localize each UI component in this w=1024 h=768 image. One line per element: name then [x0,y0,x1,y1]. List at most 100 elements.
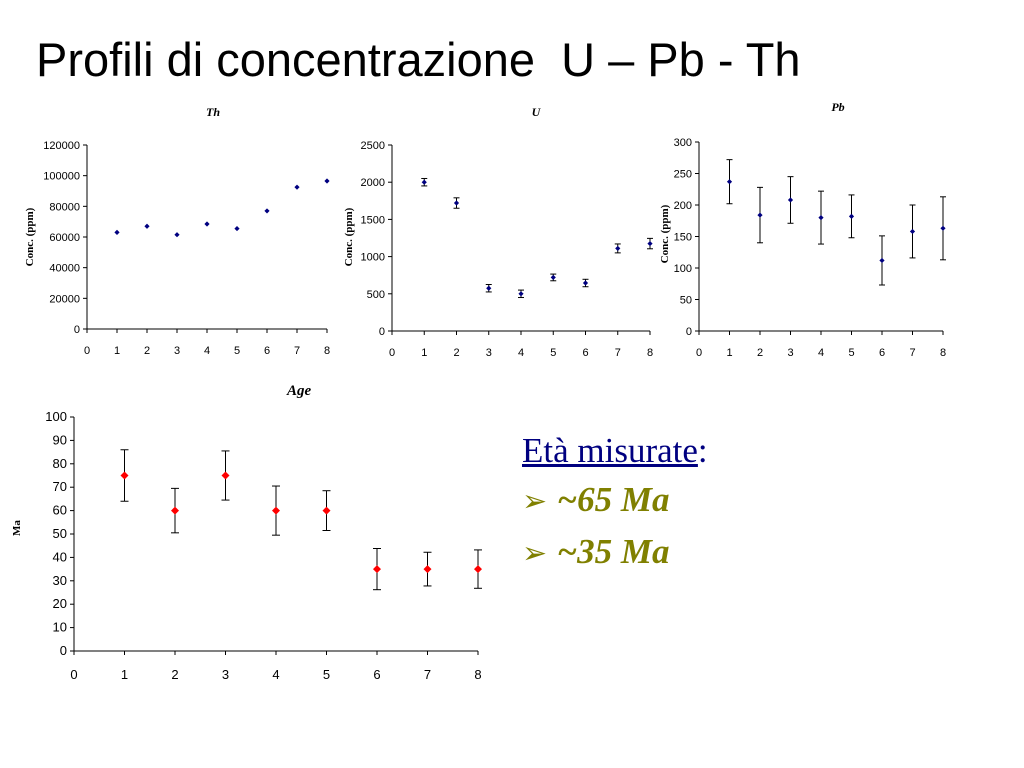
data-point [582,280,589,286]
x-tick-label: 7 [615,347,621,359]
data-point [848,213,855,219]
x-tick-label: 0 [70,667,77,682]
y-tick-label: 2500 [361,140,385,152]
data-point [423,565,432,574]
data-point [909,228,916,235]
x-tick-label: 8 [940,347,946,359]
data-point [144,223,150,229]
x-tick-label: 2 [144,345,150,357]
y-tick-label: 30 [53,573,67,588]
data-point [421,179,427,185]
x-tick-label: 4 [272,667,279,682]
x-tick-label: 7 [909,347,915,359]
y-tick-label: 0 [74,324,80,336]
x-tick-label: 6 [373,667,380,682]
data-point [373,565,381,574]
y-tick-label: 0 [686,326,692,338]
x-tick-label: 5 [848,347,854,359]
y-tick-label: 1000 [361,252,385,264]
chart-title: Th [206,105,220,119]
data-point [550,274,556,281]
x-tick-label: 1 [421,347,427,359]
data-point [114,229,120,235]
data-point [324,178,330,184]
x-tick-label: 5 [323,667,330,682]
y-tick-label: 0 [60,643,67,658]
data-point [322,506,331,515]
x-tick-label: 3 [787,347,793,359]
measured-age-value-2: ~35 Ma [557,532,670,571]
x-tick-label: 2 [757,347,763,359]
x-tick-label: 0 [696,347,702,359]
x-tick-label: 1 [121,667,128,682]
data-point [120,471,129,480]
data-point [879,257,885,264]
data-point [174,232,180,238]
data-point [264,208,270,214]
y-tick-label: 300 [674,137,692,149]
x-tick-label: 0 [84,345,90,357]
y-tick-label: 0 [379,326,385,338]
x-tick-label: 6 [879,347,885,359]
data-point [518,291,524,297]
age-axis-label: Age [287,383,312,399]
x-tick-label: 3 [222,667,229,682]
y-tick-label: 100 [45,409,67,424]
y-tick-label: 40 [53,549,67,564]
data-point [234,225,240,232]
x-tick-label: 6 [264,345,270,357]
y-tick-label: 70 [53,479,67,494]
arrow-bullet-icon: ➢ [522,484,548,518]
data-point [474,565,482,574]
x-tick-label: 7 [294,345,300,357]
chart-title: U [532,105,542,119]
arrow-bullet-icon: ➢ [522,537,548,570]
y-axis-label: Conc. (ppm) [24,207,36,266]
y-tick-label: 50 [680,295,692,307]
y-tick-label: 200 [674,200,692,212]
y-tick-label: 120000 [43,140,80,152]
x-tick-label: 8 [647,347,653,359]
data-point [171,506,179,515]
x-tick-label: 2 [171,667,178,682]
y-tick-label: 1500 [361,214,385,226]
x-tick-label: 1 [726,347,732,359]
y-tick-label: 500 [367,289,385,301]
x-tick-label: 2 [453,347,459,359]
x-tick-label: 7 [424,667,431,682]
measured-ages-heading: Età misurate: [522,428,708,474]
x-tick-label: 6 [582,347,588,359]
data-point [294,184,300,190]
y-tick-label: 90 [53,432,67,447]
data-point [453,200,460,206]
data-point [726,179,733,185]
y-axis-label: Ma [11,520,23,536]
x-tick-label: 5 [550,347,556,359]
x-tick-label: 8 [474,667,481,682]
y-axis-label: Conc. (ppm) [343,207,355,266]
measured-ages-link[interactable]: Età misurate [522,431,698,470]
measured-age-item-1: ➢ ~65 Ma [522,474,708,527]
y-tick-label: 100 [674,263,692,275]
x-tick-label: 0 [389,347,395,359]
chart-title: Pb [831,100,844,114]
y-tick-label: 80 [53,456,67,471]
data-point [757,212,763,218]
x-tick-label: 4 [818,347,824,359]
y-tick-label: 20 [53,596,67,611]
measured-age-item-2: ➢ ~35 Ma [522,526,708,579]
data-point [204,221,210,227]
x-tick-label: 1 [114,345,120,357]
y-tick-label: 60000 [49,232,80,244]
data-point [647,240,653,247]
data-point [221,471,230,480]
y-tick-label: 250 [674,169,692,181]
data-point [272,506,280,515]
y-tick-label: 2000 [361,177,385,189]
measured-age-value-1: ~65 Ma [557,479,670,519]
y-tick-label: 80000 [49,201,80,213]
data-point [486,285,492,291]
